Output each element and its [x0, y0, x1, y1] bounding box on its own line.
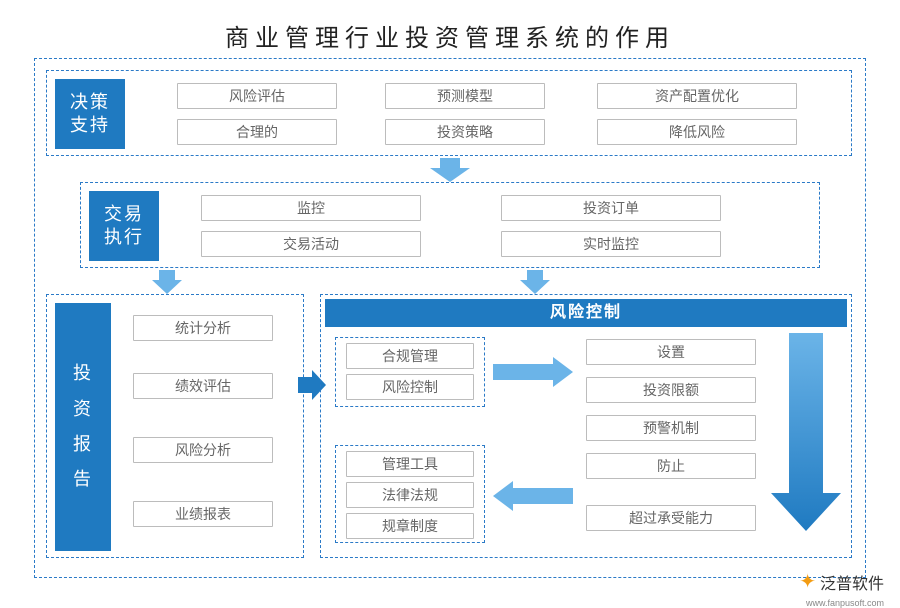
- footer-brand: ✦ 泛普软件: [799, 569, 884, 594]
- arrow-risk-left: [493, 481, 573, 511]
- chip-monitor: 监控: [201, 195, 421, 221]
- panel-decision: 决策 支持 风险评估 预测模型 资产配置优化 合理的 投资策略 降低风险: [46, 70, 852, 156]
- chip-invest-limit: 投资限额: [586, 377, 756, 403]
- label-report-c2: 资: [73, 398, 93, 421]
- chip-prevent: 防止: [586, 453, 756, 479]
- group-mgmt-tools: 管理工具 法律法规 规章制度: [335, 445, 485, 543]
- header-risk: 风险控制: [325, 299, 847, 327]
- chip-forecast-model: 预测模型: [385, 83, 545, 109]
- label-decision-l1: 决策: [70, 91, 110, 114]
- arrow-big-down: [771, 333, 841, 531]
- brand-text: 泛普软件: [820, 570, 884, 594]
- chip-perf-eval: 绩效评估: [133, 373, 273, 399]
- brand-icon: ✦: [799, 569, 816, 594]
- chip-alert-mech: 预警机制: [586, 415, 756, 441]
- chip-invest-order: 投资订单: [501, 195, 721, 221]
- label-report-c3: 报: [73, 433, 93, 456]
- chip-invest-strategy: 投资策略: [385, 119, 545, 145]
- chip-compliance: 合规管理: [346, 343, 474, 369]
- label-decision: 决策 支持: [55, 79, 125, 149]
- chip-setup: 设置: [586, 339, 756, 365]
- chip-asset-alloc: 资产配置优化: [597, 83, 797, 109]
- chip-reduce-risk: 降低风险: [597, 119, 797, 145]
- label-report: 投 资 报 告: [55, 303, 111, 551]
- chip-mgmt-tools: 管理工具: [346, 451, 474, 477]
- label-report-c1: 投: [73, 362, 93, 385]
- chip-regulations: 规章制度: [346, 513, 474, 539]
- chip-risk-control: 风险控制: [346, 374, 474, 400]
- chip-perf-report: 业绩报表: [133, 501, 273, 527]
- label-report-c4: 告: [73, 468, 93, 491]
- chip-realtime-monitor: 实时监控: [501, 231, 721, 257]
- page-title: 商业管理行业投资管理系统的作用: [0, 0, 900, 67]
- group-compliance: 合规管理 风险控制: [335, 337, 485, 407]
- label-trade: 交易 执行: [89, 191, 159, 261]
- chip-stat-analysis: 统计分析: [133, 315, 273, 341]
- label-decision-l2: 支持: [70, 114, 110, 137]
- arrow-risk-right: [493, 357, 573, 387]
- chip-reasonable: 合理的: [177, 119, 337, 145]
- chip-over-capacity: 超过承受能力: [586, 505, 756, 531]
- panel-report: 投 资 报 告 统计分析 绩效评估 风险分析 业绩报表: [46, 294, 304, 558]
- chip-trade-activity: 交易活动: [201, 231, 421, 257]
- label-trade-l2: 执行: [104, 226, 144, 249]
- label-trade-l1: 交易: [104, 203, 144, 226]
- chip-laws: 法律法规: [346, 482, 474, 508]
- chip-risk-analysis: 风险分析: [133, 437, 273, 463]
- panel-risk: 风险控制 合规管理 风险控制 管理工具 法律法规 规章制度 设置 投资限额 预警…: [320, 294, 852, 558]
- chip-risk-assess: 风险评估: [177, 83, 337, 109]
- panel-trade: 交易 执行 监控 投资订单 交易活动 实时监控: [80, 182, 820, 268]
